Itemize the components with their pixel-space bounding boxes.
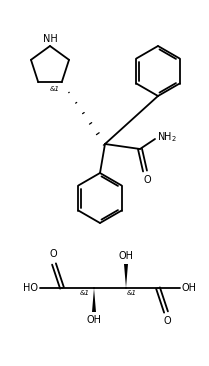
- Text: NH: NH: [43, 34, 57, 44]
- Text: OH: OH: [87, 315, 102, 325]
- Text: HO: HO: [23, 283, 38, 293]
- Polygon shape: [124, 264, 128, 288]
- Text: O: O: [163, 316, 171, 326]
- Text: O: O: [49, 249, 57, 259]
- Text: &1: &1: [80, 290, 90, 296]
- Text: O: O: [143, 175, 151, 185]
- Text: OH: OH: [119, 251, 134, 261]
- Text: &1: &1: [127, 290, 137, 296]
- Text: &1: &1: [50, 86, 60, 92]
- Text: OH: OH: [182, 283, 197, 293]
- Text: NH$_2$: NH$_2$: [157, 130, 177, 144]
- Polygon shape: [92, 288, 96, 312]
